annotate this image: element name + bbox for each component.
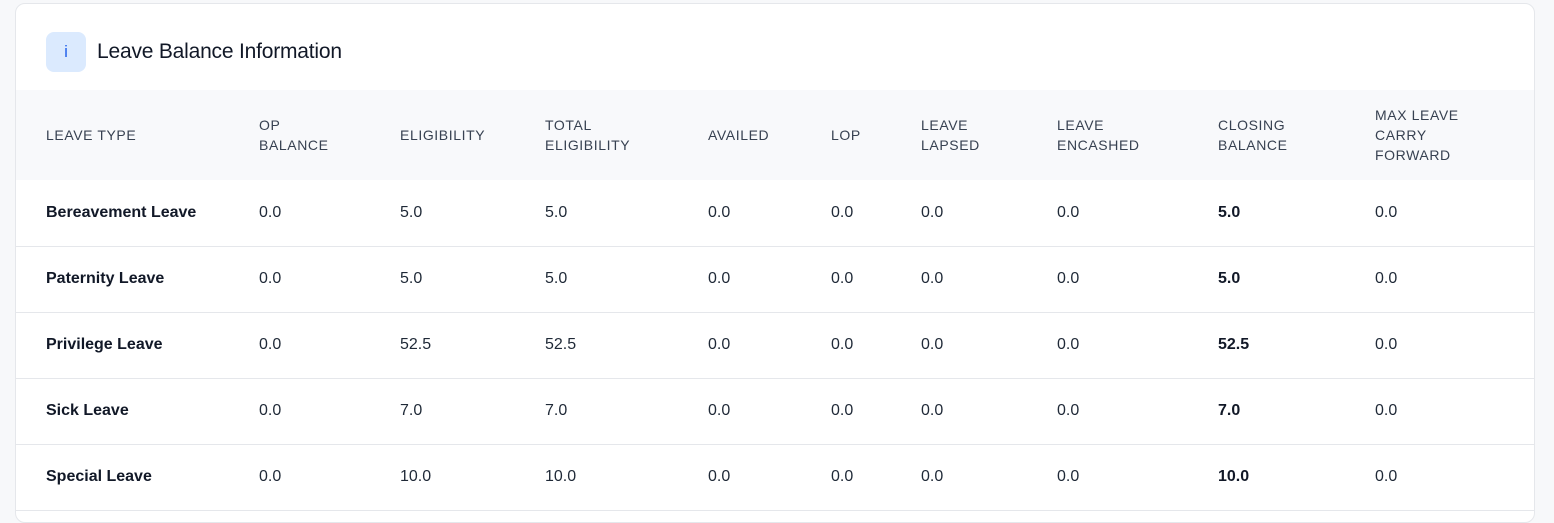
column-header-line: BALANCE — [259, 137, 329, 153]
table-cell: 0.0 — [1057, 336, 1080, 353]
table-cell: 5.0 — [545, 203, 568, 221]
table-cell: 10.0 — [400, 468, 432, 485]
table-cell: 0.0 — [921, 270, 944, 287]
table-cell: 0.0 — [1375, 402, 1398, 419]
column-header-line: LEAVE TYPE — [46, 127, 137, 143]
table-cell: 0.0 — [259, 336, 282, 353]
column-header-line: TOTAL — [545, 117, 592, 133]
column-header: MAX LEAVE CARRY FORWARD — [1375, 90, 1534, 180]
column-header: LEAVE LAPSED — [921, 90, 1057, 180]
table-cell: 0.0 — [1375, 468, 1398, 485]
leave-type-cell: Sick Leave — [46, 402, 129, 419]
table-header-row: LEAVE TYPE OP BALANCE ELIGIBILITY TOTAL ELIGI… — [16, 90, 1534, 180]
column-header-line: ELIGIBILITY — [545, 137, 631, 153]
table-cell: 0.0 — [708, 402, 731, 419]
table-header: LEAVE TYPE OP BALANCE ELIGIBILITY TOTAL ELIGI… — [16, 90, 1534, 180]
table-cell: 5.0 — [545, 270, 568, 287]
table-cell: 0.0 — [708, 203, 731, 221]
table-cell: 0.0 — [1375, 203, 1398, 221]
table-cell: 0.0 — [259, 270, 282, 287]
table-cell: 0.0 — [921, 402, 944, 419]
column-header-line: LOP — [831, 127, 861, 143]
card-title: Leave Balance Information — [97, 40, 342, 63]
table-cell: 0.0 — [831, 270, 854, 287]
closing-balance-cell: 10.0 — [1218, 468, 1250, 485]
table-cell: 0.0 — [1375, 270, 1398, 287]
table-cell: 52.5 — [400, 336, 432, 353]
column-header: LEAVE TYPE — [16, 90, 259, 180]
column-header-line: AVAILED — [708, 127, 770, 143]
table-cell: 0.0 — [831, 336, 854, 353]
table-body: Bereavement Leave 0.0 5.0 5.0 0.0 0.0 0.0 0.0 5.… — [16, 180, 1534, 510]
column-header: AVAILED — [708, 90, 831, 180]
table-cell: 7.0 — [400, 402, 423, 419]
info-icon: i — [46, 32, 86, 72]
table-row: Bereavement Leave 0.0 5.0 5.0 0.0 0.0 0.0 0.0 5.… — [16, 180, 1534, 246]
table-cell: 0.0 — [921, 336, 944, 353]
leave-type-cell: Bereavement Leave — [46, 203, 197, 221]
table-cell: 52.5 — [545, 336, 577, 353]
closing-balance-cell: 52.5 — [1218, 336, 1250, 353]
table-cell: 0.0 — [259, 203, 282, 221]
table-row: Sick Leave 0.0 7.0 7.0 0.0 0.0 0.0 0.0 7.0 0.0 — [16, 378, 1534, 444]
column-header: ELIGIBILITY — [400, 90, 545, 180]
table-cell: 0.0 — [1057, 468, 1080, 485]
table-row: Privilege Leave 0.0 52.5 52.5 0.0 0.0 0.0 0.0 52… — [16, 312, 1534, 378]
column-header-line: ELIGIBILITY — [400, 127, 486, 143]
table-cell: 0.0 — [708, 468, 731, 485]
card-header: i Leave Balance Information — [16, 4, 1534, 90]
table-cell: 0.0 — [708, 270, 731, 287]
column-header-line: OP — [259, 117, 281, 133]
closing-balance-cell: 5.0 — [1218, 203, 1241, 221]
table-cell: 0.0 — [708, 336, 731, 353]
table-row: Paternity Leave 0.0 5.0 5.0 0.0 0.0 0.0 0.0 5.0 0… — [16, 246, 1534, 312]
column-header-line: LAPSED — [921, 137, 980, 153]
info-icon-glyph: i — [64, 42, 68, 61]
table-cell: 0.0 — [831, 468, 854, 485]
column-header: LEAVE ENCASHED — [1057, 90, 1218, 180]
table-cell: 0.0 — [1057, 203, 1080, 221]
table-cell: 0.0 — [921, 203, 944, 221]
closing-balance-cell: 7.0 — [1218, 402, 1241, 419]
column-header: LOP — [831, 90, 921, 180]
table-row: Special Leave 0.0 10.0 10.0 0.0 0.0 0.0 0.0 10.0… — [16, 444, 1534, 510]
leave-balance-card: i Leave Balance Information LEAVE TYPE OP… — [15, 3, 1535, 523]
column-header-line: BALANCE — [1218, 137, 1288, 153]
table-cell: 0.0 — [831, 203, 854, 221]
column-header: OP BALANCE — [259, 90, 400, 180]
column-header-line: LEAVE — [921, 117, 969, 133]
table-cell: 0.0 — [259, 468, 282, 485]
column-header-line: FORWARD — [1375, 147, 1451, 163]
closing-balance-cell: 5.0 — [1218, 270, 1241, 287]
column-header-line: CARRY — [1375, 127, 1427, 143]
column-header-line: LEAVE — [1057, 117, 1105, 133]
column-header-line: CLOSING — [1218, 117, 1286, 133]
column-header-line: ENCASHED — [1057, 137, 1140, 153]
leave-type-cell: Privilege Leave — [46, 336, 163, 353]
table-cell: 10.0 — [545, 468, 577, 485]
leave-type-cell: Paternity Leave — [46, 270, 165, 287]
leave-balance-table: LEAVE TYPE OP BALANCE ELIGIBILITY TOTAL ELIGI… — [16, 90, 1534, 511]
leave-type-cell: Special Leave — [46, 468, 152, 485]
column-header: CLOSING BALANCE — [1218, 90, 1375, 180]
table-cell: 0.0 — [259, 402, 282, 419]
table-cell: 0.0 — [921, 468, 944, 485]
column-header-line: MAX LEAVE — [1375, 107, 1459, 123]
table-cell: 0.0 — [1375, 336, 1398, 353]
table-cell: 0.0 — [1057, 270, 1080, 287]
table-cell: 0.0 — [831, 402, 854, 419]
table-cell: 5.0 — [400, 270, 423, 287]
column-header: TOTAL ELIGIBILITY — [545, 90, 708, 180]
table-cell: 5.0 — [400, 203, 423, 221]
table-cell: 0.0 — [1057, 402, 1080, 419]
table-cell: 7.0 — [545, 402, 568, 419]
